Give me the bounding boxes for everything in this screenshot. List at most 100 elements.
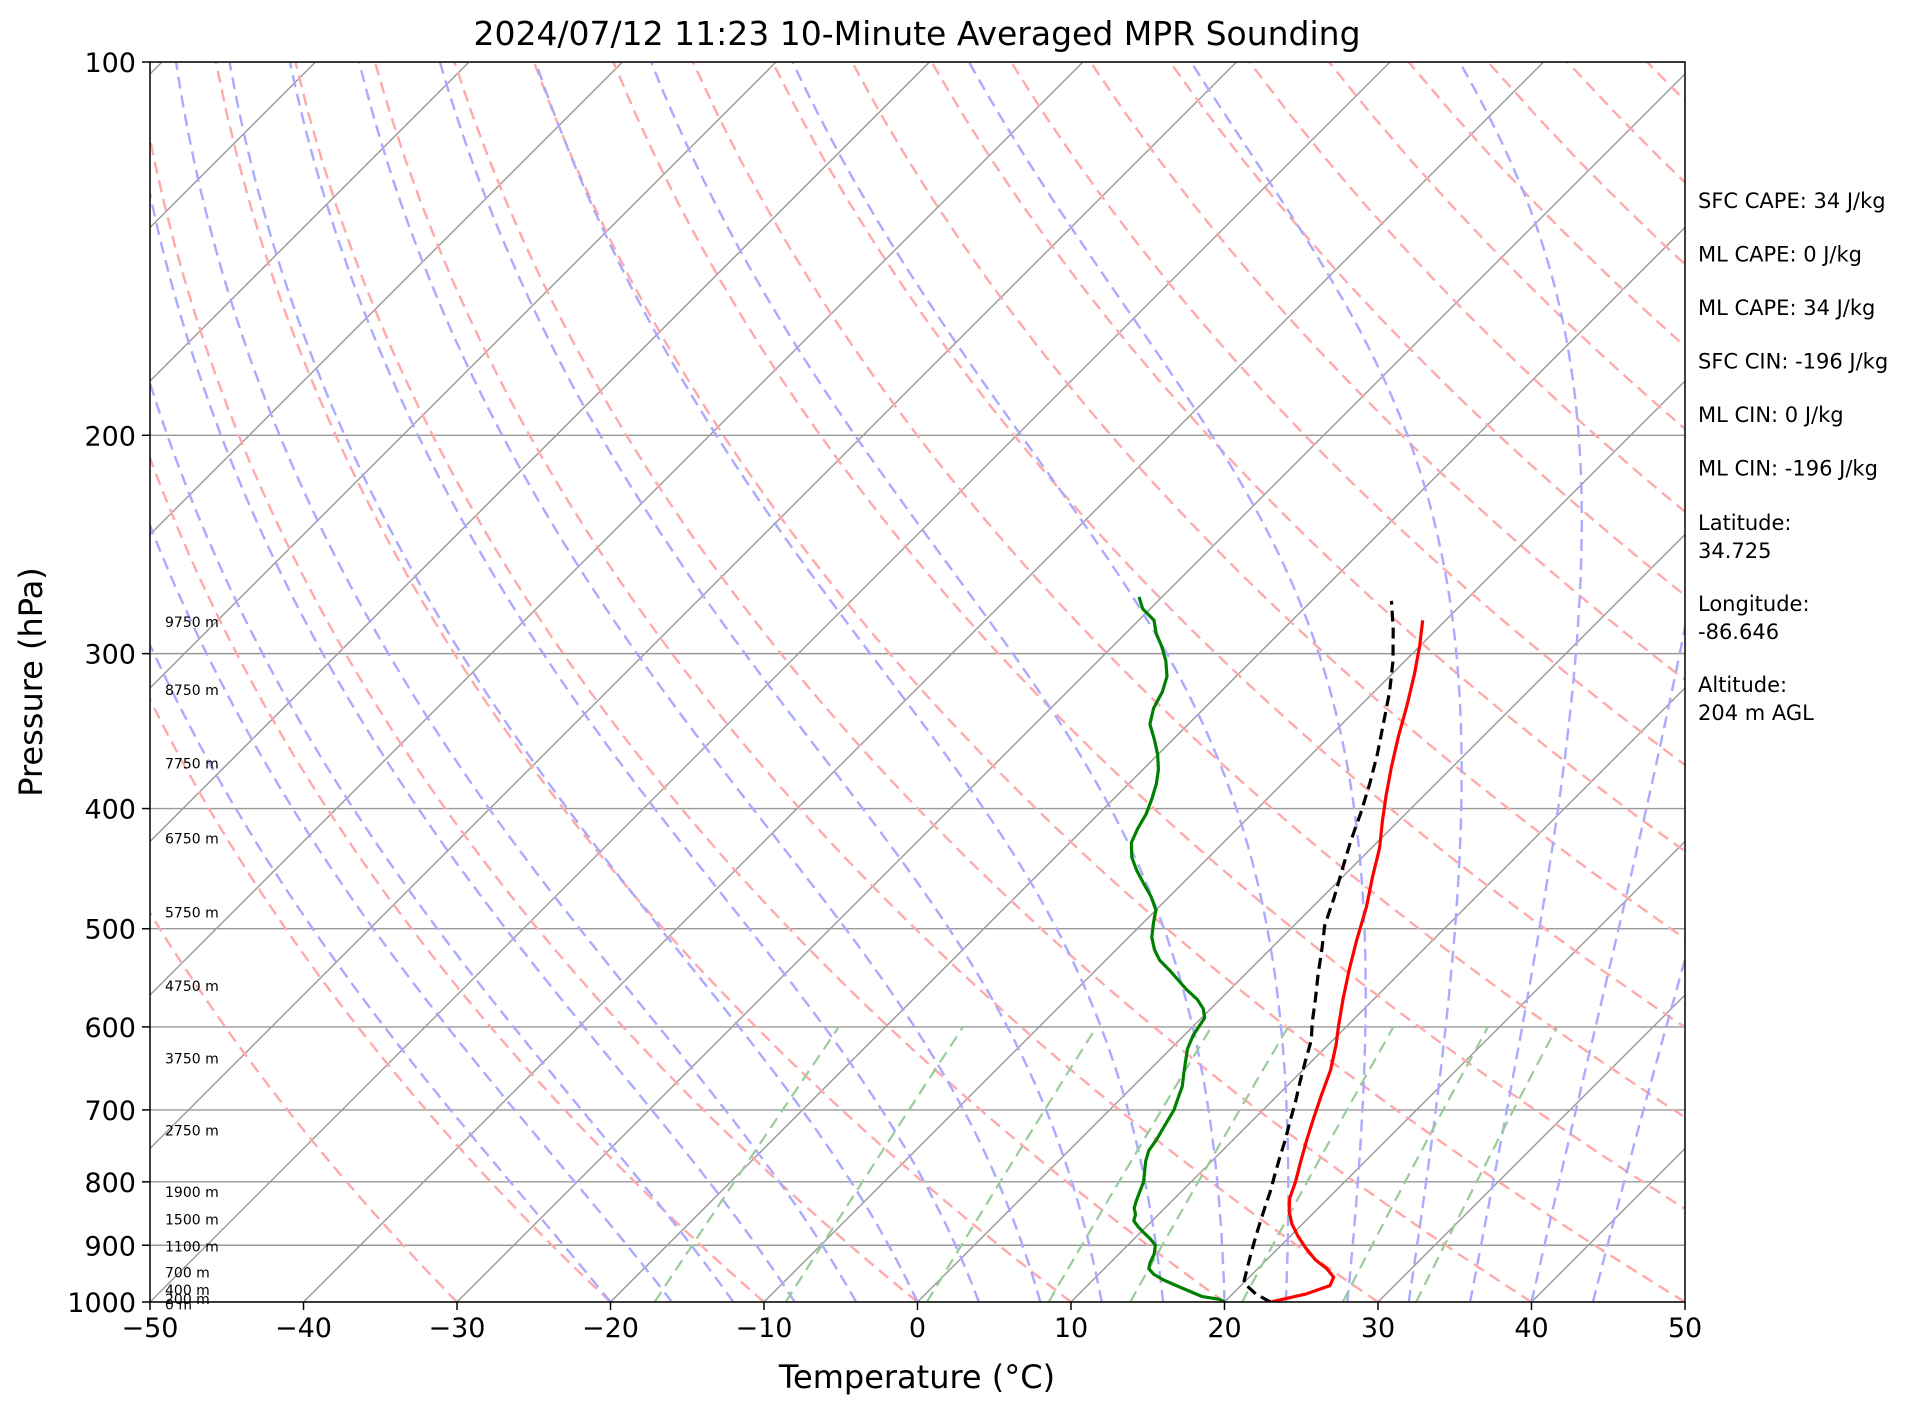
dry-adiabat-line xyxy=(150,910,458,1302)
y-tick-label: 200 xyxy=(84,421,136,452)
y-tick-label: 300 xyxy=(84,640,136,671)
stat-line: SFC CAPE: 34 J/kg xyxy=(1698,189,1886,213)
x-tick-label: −50 xyxy=(122,1313,179,1344)
moist-adiabat-line xyxy=(1189,62,1463,1302)
mixing-ratio-line xyxy=(925,1026,1098,1302)
height-label: 1100 m xyxy=(165,1239,219,1255)
isotherm-line xyxy=(150,62,777,689)
height-label: 5750 m xyxy=(165,905,219,921)
moist-adiabat-line xyxy=(150,379,735,1302)
x-axis-label: Temperature (°C) xyxy=(778,1358,1055,1396)
isotherm-line xyxy=(150,62,1237,1150)
height-label: 1900 m xyxy=(165,1185,219,1201)
isotherm-line xyxy=(763,380,1685,1302)
dry-adiabat-line xyxy=(214,62,1072,1302)
stat-line: ML CIN: -196 J/kg xyxy=(1698,457,1878,481)
altitude-label: Altitude: xyxy=(1698,673,1787,697)
y-tick-label: 500 xyxy=(84,915,136,946)
background-lines xyxy=(0,62,1685,1302)
y-tick-label: 800 xyxy=(84,1168,136,1199)
mixing-ratio-line xyxy=(1047,1026,1213,1302)
temperature-line xyxy=(1270,620,1425,1302)
height-label: 9750 m xyxy=(165,615,219,631)
height-label: 0 m xyxy=(165,1298,192,1314)
latitude-value: 34.725 xyxy=(1698,539,1771,563)
dry-adiabat-line xyxy=(150,697,612,1302)
dry-adiabat-line xyxy=(453,62,1533,1302)
isotherm-line xyxy=(1070,687,1685,1302)
chart-title: 2024/07/12 11:23 10-Minute Averaged MPR … xyxy=(473,14,1360,53)
moist-adiabat-line xyxy=(150,188,796,1302)
moist-adiabat-line xyxy=(649,62,1226,1302)
stat-line: ML CIN: 0 J/kg xyxy=(1698,403,1844,427)
latitude-label: Latitude: xyxy=(1698,511,1792,535)
height-label: 8750 m xyxy=(165,683,219,699)
axis-ticks: −50 −40 −30 −20 −10 0 10 20 30 40 50 100 200 300 400 50… xyxy=(67,48,1702,1344)
height-labels: 9750 m 8750 m 7750 m 6750 m 5750 m 4750 m 3750… xyxy=(165,615,219,1313)
x-tick-label: 10 xyxy=(1054,1313,1088,1344)
mixing-ratio-line xyxy=(1341,1026,1489,1302)
moist-adiabat-line xyxy=(357,62,1042,1302)
mixing-ratio-line xyxy=(784,1026,964,1302)
moist-adiabat-line xyxy=(1458,62,1584,1302)
isotherm-line xyxy=(150,62,1084,996)
isotherm-line xyxy=(610,226,1685,1302)
mixing-ratio-line xyxy=(1415,1026,1558,1302)
x-tick-label: 50 xyxy=(1668,1313,1702,1344)
height-label: 700 m xyxy=(165,1266,210,1282)
height-label: 1500 m xyxy=(165,1213,219,1229)
dewpoint-line xyxy=(1129,596,1226,1302)
moist-adiabat-line xyxy=(534,62,1165,1302)
height-label: 2750 m xyxy=(165,1123,219,1139)
isotherm-line xyxy=(150,62,1391,1302)
dry-adiabat-line xyxy=(612,62,1685,1211)
x-tick-label: 30 xyxy=(1361,1313,1395,1344)
dry-adiabat-line xyxy=(150,132,919,1302)
moist-adiabat-line xyxy=(150,522,673,1302)
isotherm-line xyxy=(150,62,930,843)
isotherm-line xyxy=(0,62,9,1302)
stat-line: ML CAPE: 34 J/kg xyxy=(1698,296,1875,320)
y-tick-label: 600 xyxy=(84,1013,136,1044)
mixing-ratio-line xyxy=(653,1026,840,1302)
isotherm-line xyxy=(150,62,470,382)
height-label: 4750 m xyxy=(165,979,219,995)
mixing-ratio-line xyxy=(1241,1026,1395,1302)
parcel-line xyxy=(1242,600,1395,1302)
isotherm-line xyxy=(150,62,623,536)
dry-adiabat-line xyxy=(930,62,1685,853)
isotherm-line xyxy=(303,62,1544,1302)
dry-adiabat-line xyxy=(850,62,1685,941)
dry-adiabat-line xyxy=(1169,62,1685,597)
isotherm-line xyxy=(456,73,1685,1302)
isotherm-line xyxy=(1377,994,1685,1302)
longitude-value: -86.646 xyxy=(1698,620,1779,644)
y-tick-label: 1000 xyxy=(67,1288,136,1319)
x-tick-label: −40 xyxy=(275,1313,332,1344)
moist-adiabat-line xyxy=(288,62,981,1302)
dry-adiabat-line xyxy=(1009,62,1685,767)
x-tick-label: 0 xyxy=(909,1313,926,1344)
dry-adiabat-line xyxy=(771,62,1685,1029)
x-tick-label: 40 xyxy=(1514,1313,1548,1344)
height-label: 400 m xyxy=(165,1283,210,1299)
moist-adiabat-line xyxy=(1591,955,1685,1302)
moist-adiabat-line xyxy=(228,62,919,1302)
data-lines xyxy=(1129,596,1425,1302)
x-tick-label: −20 xyxy=(582,1313,639,1344)
x-tick-label: 20 xyxy=(1207,1313,1241,1344)
dry-adiabat-line xyxy=(691,62,1685,1119)
moist-adiabat-line xyxy=(1530,621,1685,1302)
plot-frame xyxy=(149,61,1686,1303)
height-label: 6750 m xyxy=(165,832,219,848)
x-tick-label: −10 xyxy=(736,1313,793,1344)
altitude-value: 204 m AGL xyxy=(1698,701,1814,725)
y-tick-label: 100 xyxy=(84,48,136,79)
y-tick-label: 700 xyxy=(84,1096,136,1127)
dry-adiabat-line xyxy=(532,62,1685,1302)
stat-line: ML CAPE: 0 J/kg xyxy=(1698,243,1862,267)
dry-adiabat-line xyxy=(373,62,1379,1302)
stats-panel: SFC CAPE: 34 J/kg ML CAPE: 0 J/kg ML CAPE:… xyxy=(1698,189,1888,725)
height-label: 7750 m xyxy=(165,757,219,773)
